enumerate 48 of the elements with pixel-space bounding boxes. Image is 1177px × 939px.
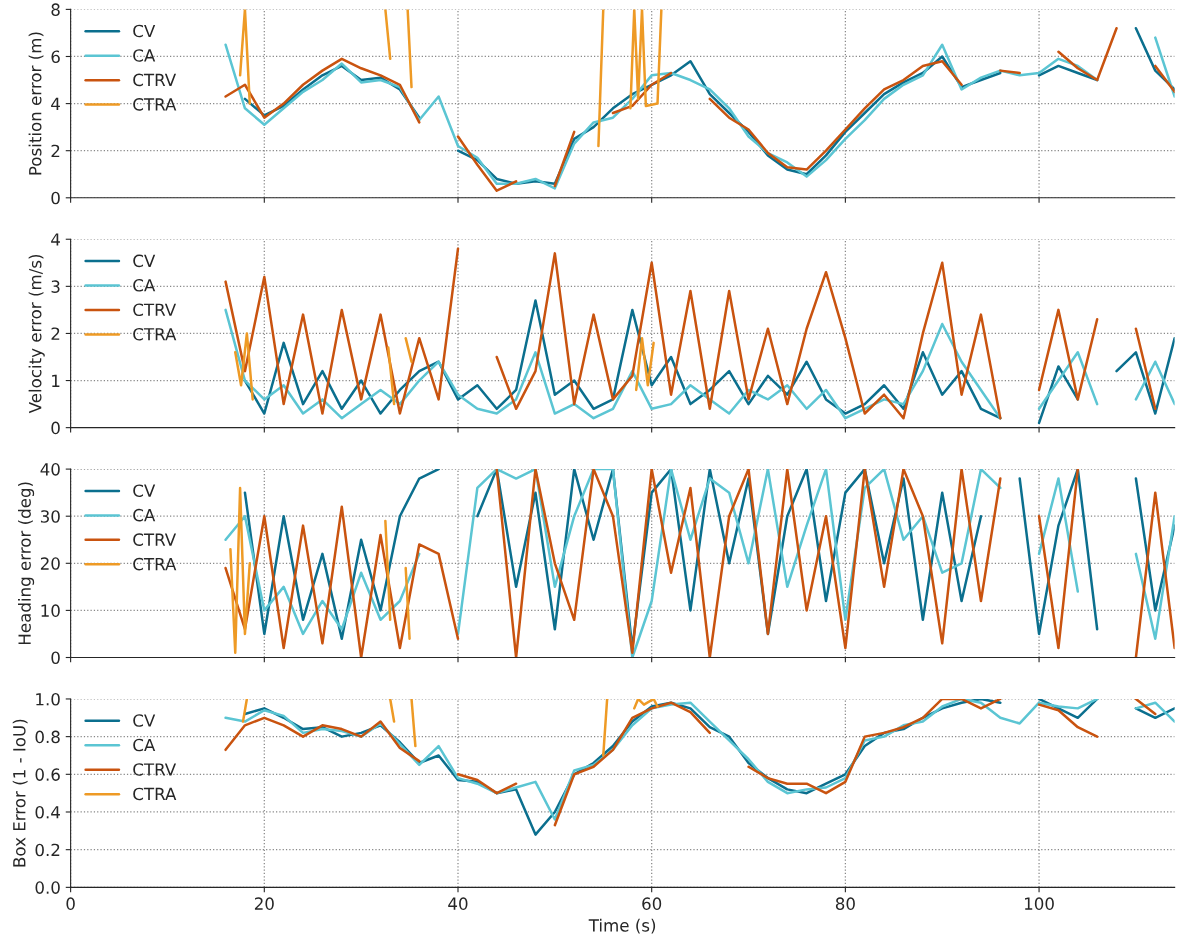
y-tick-label: 2 [51, 144, 60, 158]
legend-label: CTRV [133, 533, 177, 546]
legend-label: CTRA [133, 787, 177, 801]
legend-label: CTRV [133, 303, 177, 317]
y-tick-label: 10 [41, 604, 60, 617]
legend-label: CTRA [133, 98, 177, 111]
y-tick-label: 20 [40, 557, 60, 570]
x-tick-label: 100 [1024, 897, 1054, 910]
y-tick-label: 3 [51, 280, 60, 293]
y-tick-label: 0 [51, 421, 60, 435]
y-tick-label: 4 [51, 97, 60, 110]
x-axis-title: Time (s) [588, 918, 656, 934]
x-tick-label: 0 [66, 897, 75, 910]
x-tick-label: 20 [254, 897, 274, 910]
y-tick-label: 0 [51, 651, 60, 665]
legend-label: CV [133, 484, 156, 497]
x-tick-label: 80 [835, 897, 855, 910]
y-axis-title: Heading error (deg) [18, 482, 35, 645]
y-tick-label: 0.4 [35, 805, 60, 819]
y-tick-label: 1.0 [36, 692, 60, 706]
y-tick-label: 0 [51, 191, 60, 205]
y-tick-label: 0.8 [35, 730, 60, 744]
x-tick-label: 40 [448, 897, 468, 910]
x-tick-label: 60 [642, 897, 662, 910]
y-tick-label: 0.2 [35, 843, 60, 857]
y-tick-label: 0.0 [35, 881, 60, 894]
y-tick-label: 30 [40, 510, 60, 523]
y-axis-title: Position error (m) [28, 32, 44, 175]
y-tick-label: 0.6 [35, 768, 60, 781]
y-tick-label: 4 [51, 233, 60, 246]
y-tick-label: 8 [51, 3, 60, 16]
legend-label: CV [133, 254, 156, 268]
y-tick-label: 40 [40, 463, 60, 476]
legend-label: CA [133, 738, 156, 752]
legend-label: CV [133, 24, 156, 38]
legend-label: CTRV [133, 73, 177, 87]
y-tick-label: 2 [51, 327, 60, 340]
y-tick-label: 6 [51, 50, 60, 64]
y-axis-title: Velocity error (m/s) [28, 254, 45, 414]
legend-label: CTRV [133, 763, 177, 776]
legend-label: CV [133, 714, 156, 727]
legend-label: CA [133, 49, 156, 62]
legend-label: CA [133, 508, 156, 522]
y-axis-title: Box Error (1 - IoU) [12, 719, 28, 867]
legend-label: CA [133, 279, 156, 292]
legend-label: CTRA [133, 557, 177, 571]
y-tick-label: 1 [52, 374, 60, 387]
legend-label: CTRA [133, 327, 177, 341]
